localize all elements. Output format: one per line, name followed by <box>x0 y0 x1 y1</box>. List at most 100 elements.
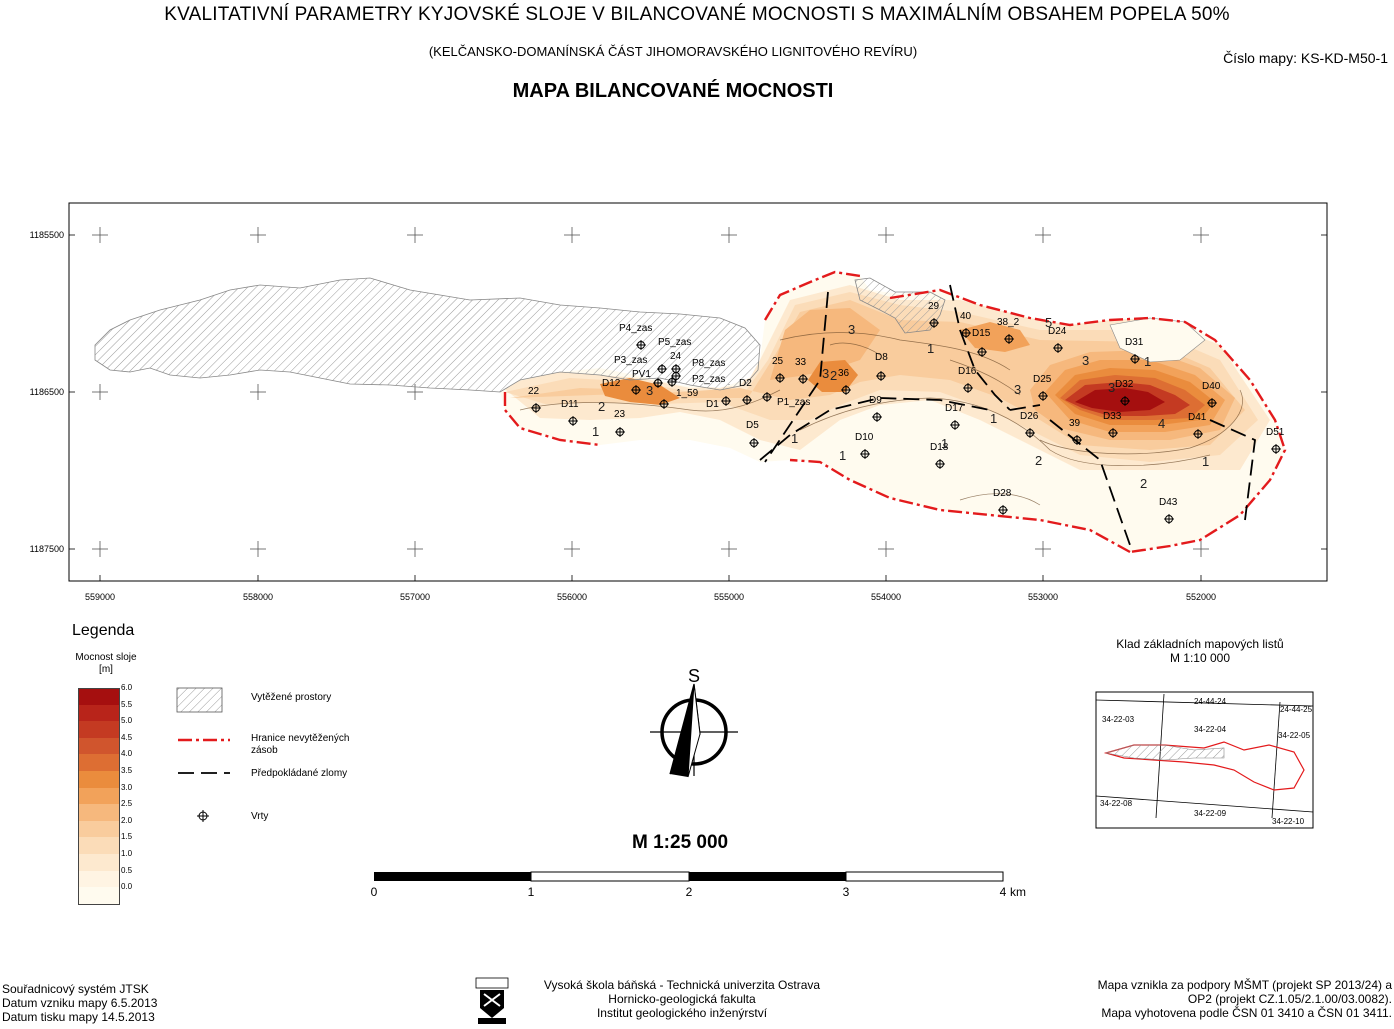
legend-fault-label: Předpokládané zlomy <box>251 768 348 779</box>
borehole-marker: D18 <box>930 442 949 469</box>
index-sheet-label: 34-22-08 <box>1100 799 1133 808</box>
ramp-label: 1.5 <box>121 832 133 842</box>
footer-institute: Institut geologického inženýrství <box>596 1006 768 1020</box>
borehole-marker: 23 <box>614 409 626 437</box>
index-sheet-label: 24-44-25 <box>1280 705 1313 714</box>
contour-label: 1 <box>592 424 599 439</box>
borehole-marker: D32 <box>1115 379 1134 406</box>
contour-label: 2 <box>1035 453 1042 468</box>
borehole-marker: D2 <box>739 378 752 405</box>
x-tick-label: 552000 <box>1186 592 1216 602</box>
borehole-label: D17 <box>945 403 964 414</box>
footer-support-1: Mapa vznikla za podpory MŠMT (projekt SP… <box>1097 978 1392 992</box>
footer-created: Datum vzniku mapy 6.5.2013 <box>2 996 158 1010</box>
scale-bar: 0 1 2 3 4 km <box>371 871 1026 899</box>
borehole-label: D16 <box>958 366 977 377</box>
borehole-marker: D15 <box>972 328 991 357</box>
footer-support-2: OP2 (projekt CZ.1.05/2.1.00/03.0082). <box>1187 992 1392 1006</box>
borehole-label: D32 <box>1115 379 1134 390</box>
borehole-marker: 38_2 <box>997 317 1020 344</box>
borehole-marker: D17 <box>945 403 964 430</box>
borehole-label: D10 <box>855 432 874 443</box>
borehole-label: D18 <box>930 442 949 453</box>
borehole-marker: 40 <box>960 311 972 338</box>
borehole-label: D8 <box>875 352 888 363</box>
ramp-swatch <box>78 771 120 789</box>
borehole-label: D41 <box>1188 412 1207 423</box>
ramp-swatch <box>78 854 120 872</box>
scale-tick-label: 4 <box>1000 885 1007 899</box>
borehole-label: D1 <box>706 399 719 410</box>
borehole-label: D43 <box>1159 497 1178 508</box>
north-arrow: S <box>650 666 738 778</box>
footer-standard: Mapa vyhotovena podle ČSN 01 3410 a ČSN … <box>1101 1006 1392 1020</box>
contour-label: 2 <box>598 399 605 414</box>
x-tick-label: 558000 <box>243 592 273 602</box>
ramp-label: 2.0 <box>121 815 133 825</box>
borehole-label: 22 <box>528 386 540 397</box>
contour-label: 3 <box>822 366 829 381</box>
borehole-label: D26 <box>1020 411 1039 422</box>
ramp-swatch <box>78 688 120 707</box>
borehole-marker: 33 <box>795 357 808 384</box>
contour-label: 1 <box>1202 454 1209 469</box>
contour-label: 1 <box>927 341 934 356</box>
borehole-label: D5 <box>746 420 759 431</box>
borehole-marker: P2_zas <box>667 374 725 387</box>
borehole-label: 36 <box>838 368 850 379</box>
north-arrow-label: S <box>688 666 700 686</box>
scale-tick-label: 3 <box>843 885 850 899</box>
borehole-marker: D51 <box>1266 427 1285 454</box>
borehole-label: P4_zas <box>619 323 652 334</box>
borehole-marker: PV1 <box>632 369 663 388</box>
mined-out-areas <box>94 277 1206 393</box>
borehole-marker: 22 <box>528 386 541 413</box>
axis-labels: 1185500 1186500 1187500 559000 558000 557000 5… <box>30 230 1216 602</box>
borehole-label: D24 <box>1048 326 1067 337</box>
borehole-label: D11 <box>561 399 579 410</box>
borehole-marker: 36 <box>838 368 851 395</box>
borehole-label: D28 <box>993 488 1012 499</box>
contour-label: 1 <box>1144 354 1151 369</box>
contour-label: 2 <box>1140 476 1147 491</box>
borehole-label: D31 <box>1125 337 1144 348</box>
ramp-swatch <box>78 820 120 838</box>
borehole-swatch <box>197 810 209 822</box>
footer-coord-system: Souřadnicový systém JTSK <box>2 982 149 996</box>
borehole-label: 39 <box>1069 418 1081 429</box>
borehole-label: P5_zas <box>658 337 691 348</box>
borehole-label: D2 <box>739 378 752 389</box>
borehole-marker: P8_zas <box>671 358 725 381</box>
borehole-marker: D16 <box>958 366 977 393</box>
borehole-label: D12 <box>602 378 621 389</box>
legend-borehole-label: Vrty <box>251 811 269 822</box>
faults <box>759 284 1256 546</box>
borehole-marker: D43 <box>1159 497 1178 524</box>
borehole-marker: D31 <box>1125 337 1144 364</box>
ramp-label: 3.5 <box>121 766 133 775</box>
borehole-marker: D41 <box>1188 412 1207 439</box>
map-subtitle: (KELČANSKO-DOMANÍNSKÁ ČÁST JIHOMORAVSKÉH… <box>428 44 918 59</box>
index-sheet-label: 34-22-04 <box>1194 725 1227 734</box>
borehole-label: 25 <box>772 356 784 367</box>
ramp-swatch <box>78 754 120 772</box>
borehole-marker: D25 <box>1033 374 1052 401</box>
map-number: Číslo mapy: KS-KD-M50-1 <box>1223 50 1388 66</box>
ramp-label: 6.0 <box>121 683 133 692</box>
borehole-label: 24 <box>670 351 682 362</box>
borehole-label: P3_zas <box>614 355 647 366</box>
footer-printed: Datum tisku mapy 14.5.2013 <box>2 1010 155 1024</box>
university-logo <box>475 977 509 1024</box>
ramp-swatch <box>78 870 120 888</box>
mined-area-swatch <box>176 687 223 713</box>
scale-tick-label: 2 <box>686 885 693 899</box>
ramp-label: 4.0 <box>121 749 133 759</box>
borehole-marker: D12 <box>602 378 641 395</box>
map-header-title: KVALITATIVNÍ PARAMETRY KYJOVSKÉ SLOJE V … <box>164 4 1230 25</box>
borehole-label: D51 <box>1266 427 1285 438</box>
ramp-swatch <box>78 721 120 739</box>
contour-label: 4 <box>1158 416 1165 431</box>
index-sheet-label: 34-22-05 <box>1278 731 1311 740</box>
y-tick-label: 1185500 <box>30 230 64 240</box>
